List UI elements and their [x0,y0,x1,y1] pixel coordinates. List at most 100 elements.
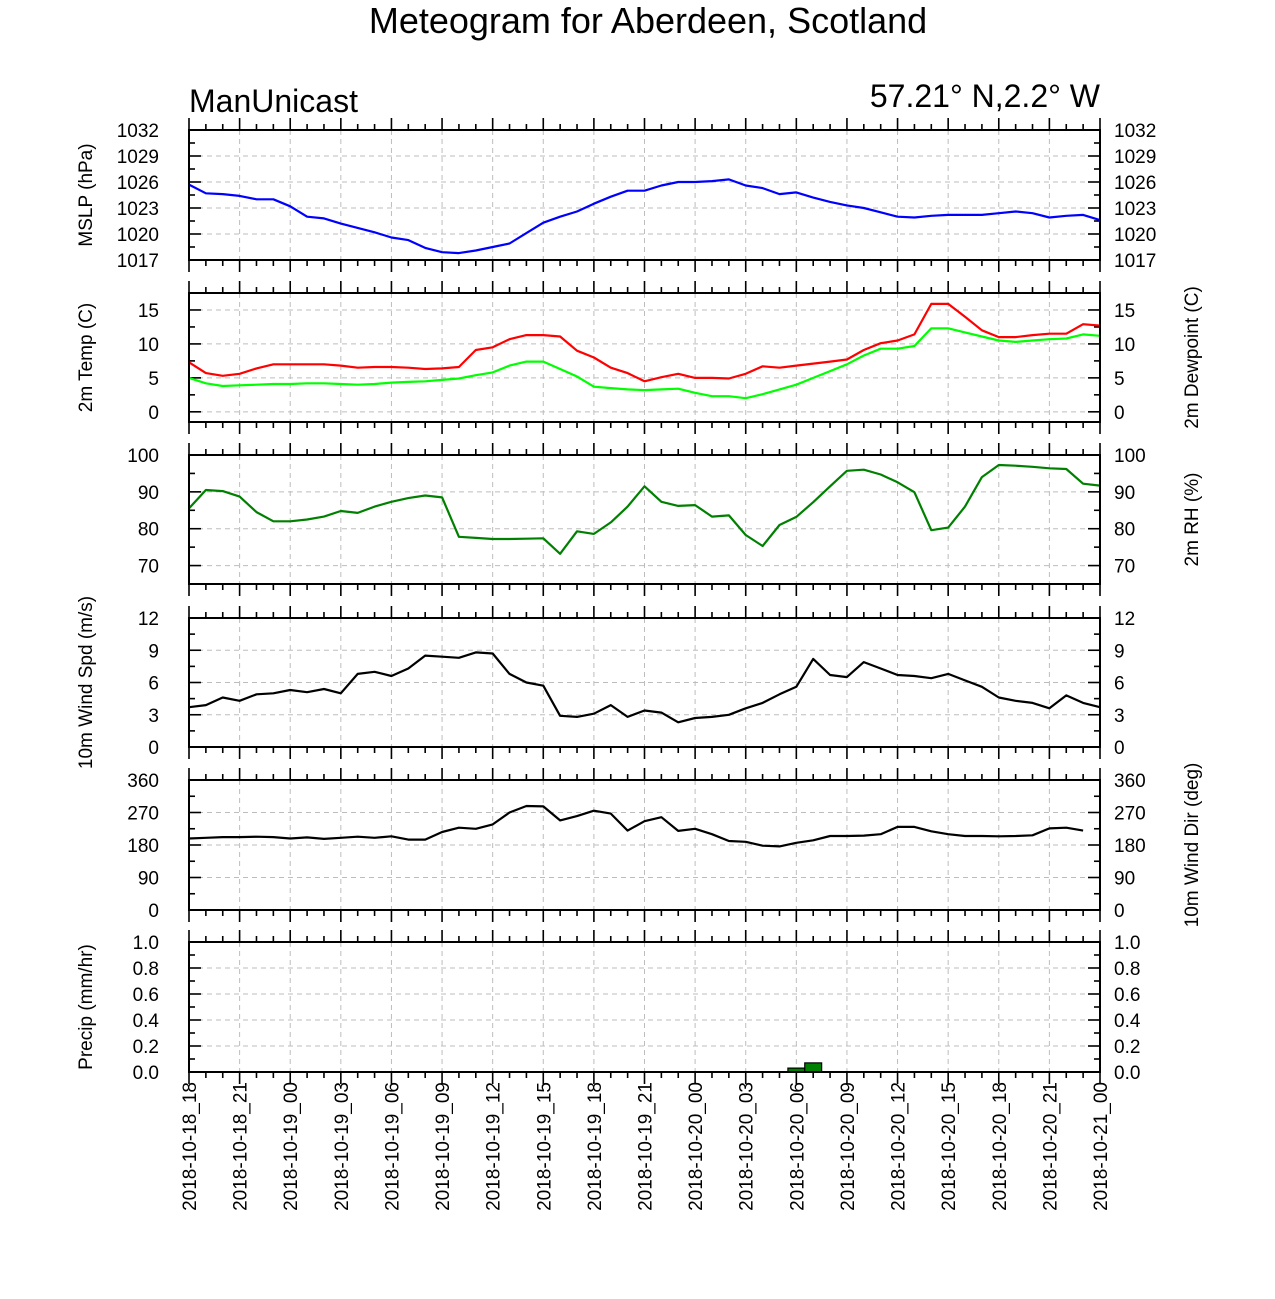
precipitation-ytick-label-left: 0.8 [133,959,159,980]
wind-direction-ytick-label-right: 360 [1114,771,1146,792]
precipitation-ytick-label-left: 0.0 [133,1063,159,1084]
temperature-ytick-label-left: 15 [138,301,159,322]
wind-direction-ytick-label-left: 180 [127,836,159,857]
precipitation-ytick-label-left: 0.4 [133,1011,160,1032]
temperature-ytick-label-right: 5 [1114,369,1125,390]
temperature-right-axis-label: 2m Dewpoint (C) [1182,286,1203,429]
time-tick-label: 2018-10-19_09 [433,1082,454,1211]
time-tick-label: 2018-10-20_06 [787,1082,808,1211]
precipitation-ytick-label-right: 0.2 [1114,1037,1140,1058]
mslp-ytick-label-left: 1023 [117,199,159,220]
temperature-ytick-label-right: 10 [1114,335,1135,356]
mslp-series-line [188,178,1101,255]
temperature-ytick-label-right: 15 [1114,301,1135,322]
mslp-left-axis-label: MSLP (hPa) [76,143,97,246]
wind-speed-panel: 0 0 3 3 6 6 9 9 12 12 10m Wind Spd (m/s) [76,596,1135,769]
mslp-ytick-label-right: 1029 [1114,147,1156,168]
time-tick-label: 2018-10-20_03 [737,1082,758,1211]
time-tick-label: 2018-10-21_00 [1091,1082,1112,1211]
wind-direction-ytick-label-right: 90 [1114,869,1135,890]
wind-speed-ytick-label-left: 9 [148,641,159,662]
time-tick-label: 2018-10-19_03 [332,1082,353,1211]
wind-direction-ytick-label-right: 0 [1114,901,1125,922]
time-tick-label: 2018-10-18_21 [231,1082,252,1211]
wind-direction-right-axis-label: 10m Wind Dir (deg) [1182,763,1203,928]
mslp-panel: 1017 1017 1020 1020 1023 1023 1026 1026 1029 1029… [76,118,1156,272]
time-tick-label: 2018-10-20_21 [1040,1082,1061,1211]
mslp-ytick-label-right: 1020 [1114,225,1156,246]
time-tick-label: 2018-10-20_00 [686,1082,707,1211]
precipitation-ytick-label-right: 0.4 [1114,1011,1141,1032]
time-tick-label: 2018-10-20_15 [939,1082,960,1211]
temperature-left-axis-label: 2m Temp (C) [76,303,97,412]
wind-direction-ytick-label-left: 270 [127,804,159,825]
wind-direction-ytick-label-left: 360 [127,771,159,792]
mslp-ytick-label-left: 1020 [117,225,159,246]
humidity-ytick-label-left: 70 [138,557,159,578]
humidity-ytick-label-right: 100 [1114,446,1146,467]
wind-speed-ytick-label-left: 3 [148,706,159,727]
temperature-panel: 0 0 5 5 10 10 15 15 2m Temp (C) 2m Dewpoint (C) [76,281,1203,434]
humidity-right-axis-label: 2m RH (%) [1182,473,1203,567]
wind-speed-ytick-label-left: 0 [148,738,159,759]
dewpoint-series-line [188,327,1101,400]
time-tick-label: 2018-10-20_09 [838,1082,859,1211]
wind-direction-panel: 0 0 90 90 180 180 270 270 360 360 10m Wind Dir (de… [127,763,1203,928]
time-tick-label: 2018-10-19_06 [382,1082,403,1211]
time-tick-label: 2018-10-20_12 [889,1082,910,1211]
time-tick-label: 2018-10-19_00 [281,1082,302,1211]
wind-speed-ytick-label-right: 0 [1114,738,1125,759]
time-tick-label: 2018-10-19_21 [636,1082,657,1211]
precipitation-left-axis-label: Precip (mm/hr) [76,944,97,1070]
time-tick-label: 2018-10-19_18 [585,1082,606,1211]
wind-speed-ytick-label-right: 9 [1114,641,1125,662]
precip-bar [804,1062,823,1073]
temperature-ytick-label-left: 0 [148,403,159,424]
temperature-ytick-label-right: 0 [1114,403,1125,424]
time-axis-labels: 2018-10-18_18 2018-10-18_21 2018-10-19_00 2… [180,1082,1112,1211]
wind-direction-ytick-label-right: 180 [1114,836,1146,857]
temp-series-line [188,302,1101,383]
wind-speed-ytick-label-right: 3 [1114,706,1125,727]
temperature-ytick-label-left: 5 [148,369,159,390]
wind-speed-ytick-label-right: 12 [1114,609,1135,630]
humidity-ytick-label-right: 80 [1114,520,1135,541]
wind-direction-ytick-label-left: 0 [148,901,159,922]
wind-direction-frame [188,779,1101,911]
humidity-ytick-label-left: 80 [138,520,159,541]
wind-speed-left-axis-label: 10m Wind Spd (m/s) [76,596,97,769]
time-tick-label: 2018-10-20_18 [990,1082,1011,1211]
mslp-ytick-label-left: 1032 [117,121,159,142]
precipitation-ytick-label-right: 0.6 [1114,985,1140,1006]
mslp-ytick-label-right: 1026 [1114,173,1156,194]
time-tick-label: 2018-10-18_18 [180,1082,201,1211]
mslp-ytick-label-right: 1017 [1114,251,1156,272]
humidity-panel: 70 70 80 80 90 90 100 100 2m RH (%) [127,443,1203,596]
humidity-ytick-label-right: 70 [1114,557,1135,578]
rh-series-line [188,463,1101,555]
mslp-ytick-label-right: 1032 [1114,121,1156,142]
precipitation-ytick-label-right: 0.0 [1114,1063,1140,1084]
chart-title: Meteogram for Aberdeen, Scotland [369,0,927,41]
precipitation-ytick-label-left: 0.2 [133,1037,159,1058]
precipitation-ytick-label-left: 0.6 [133,985,159,1006]
mslp-ytick-label-left: 1026 [117,173,159,194]
wind_speed-series-line [188,651,1101,724]
time-tick-label: 2018-10-19_12 [484,1082,505,1211]
mslp-ytick-label-left: 1017 [117,251,159,272]
model-name: ManUnicast [189,83,358,119]
mslp-ytick-label-left: 1029 [117,147,159,168]
wind-speed-ytick-label-right: 6 [1114,674,1125,695]
wind-speed-ytick-label-left: 6 [148,674,159,695]
precipitation-ytick-label-right: 0.8 [1114,959,1140,980]
humidity-ytick-label-right: 90 [1114,483,1135,504]
wind-direction-ytick-label-right: 270 [1114,804,1146,825]
time-tick-label: 2018-10-19_15 [534,1082,555,1211]
precipitation-frame [188,941,1101,1073]
precipitation-ytick-label-left: 1.0 [133,933,159,954]
mslp-frame [188,129,1101,261]
wind_dir-series-line [188,804,1084,848]
location-coordinates: 57.21° N,2.2° W [870,78,1101,114]
wind-direction-ytick-label-left: 90 [138,869,159,890]
